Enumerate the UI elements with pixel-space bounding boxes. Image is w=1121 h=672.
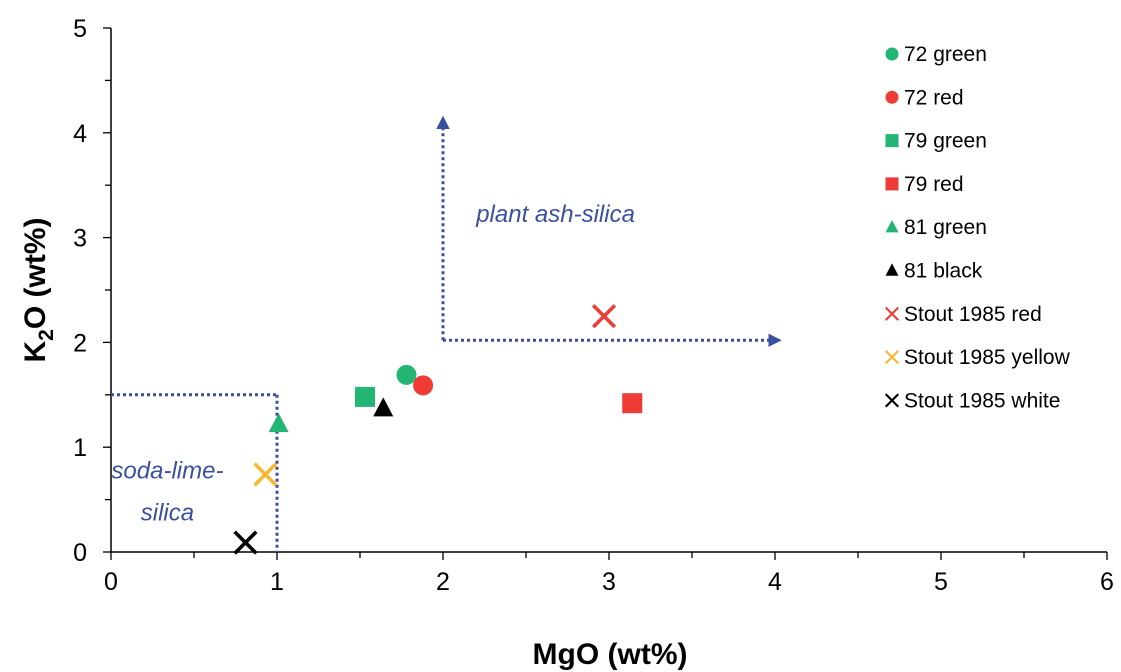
data-point <box>413 375 434 396</box>
data-point <box>373 397 394 417</box>
x-axis-title: MgO (wt%) <box>533 638 688 671</box>
legend-marker <box>885 263 899 276</box>
legend-marker <box>884 306 900 321</box>
legend-label: 72 green <box>904 43 987 66</box>
annotation-plant-ash-silica: plant ash-silica <box>475 201 635 228</box>
x-tick-label: 2 <box>436 568 450 596</box>
y-axis-title: K2O (wt%) <box>19 217 58 362</box>
data-point <box>591 304 617 329</box>
data-point <box>233 530 258 555</box>
y-axis-title-rest: O (wt%) <box>19 217 52 329</box>
x-tick-label: 4 <box>768 568 782 596</box>
axis-titles: MgO (wt%) K2O (wt%) <box>19 217 687 671</box>
data-point <box>396 364 417 385</box>
axes: 0 1 2 3 4 5 6 0 1 2 3 4 5 <box>73 15 1114 596</box>
legend-label: 79 green <box>904 130 987 153</box>
y-tick-label: 5 <box>73 15 87 43</box>
annotation-silica: silica <box>141 500 194 527</box>
x-tick-label: 6 <box>1100 568 1114 596</box>
legend-label: 79 red <box>904 173 964 196</box>
x-tick-label: 3 <box>602 568 616 596</box>
legend-label: Stout 1985 white <box>904 389 1060 412</box>
y-tick-label: 2 <box>73 329 87 357</box>
data-point <box>622 393 643 414</box>
legend-marker <box>885 220 899 233</box>
y-tick-label: 4 <box>73 120 87 148</box>
legend-marker <box>884 393 900 408</box>
y-axis-title-k: K <box>19 341 52 363</box>
data-point <box>354 386 375 407</box>
legend-marker <box>885 177 899 191</box>
legend-marker <box>885 90 899 104</box>
x-tick-label: 0 <box>104 568 118 596</box>
legend-label: Stout 1985 red <box>904 303 1042 326</box>
annotations: plant ash-silica soda-lime- silica <box>111 201 635 527</box>
data-point <box>253 462 278 487</box>
legend-marker <box>885 134 899 148</box>
y-tick-label: 1 <box>73 434 87 462</box>
legend-marker <box>885 47 899 61</box>
legend: 72 green 72 red 79 green 79 red 81 green 81 b… <box>884 43 1071 412</box>
y-axis-title-subscript: 2 <box>35 329 58 341</box>
x-tick-label: 5 <box>934 568 948 596</box>
guide-lines <box>111 115 782 552</box>
annotation-soda-lime: soda-lime- <box>111 458 223 485</box>
data-point <box>268 413 289 433</box>
data-points <box>233 304 643 555</box>
legend-label: 81 black <box>904 260 983 283</box>
legend-label: 81 green <box>904 216 987 239</box>
y-tick-label: 3 <box>73 225 87 253</box>
y-tick-label: 0 <box>73 539 87 567</box>
legend-marker <box>884 350 900 365</box>
legend-label: 72 red <box>904 86 964 109</box>
x-tick-label: 1 <box>270 568 284 596</box>
legend-label: Stout 1985 yellow <box>904 346 1071 369</box>
